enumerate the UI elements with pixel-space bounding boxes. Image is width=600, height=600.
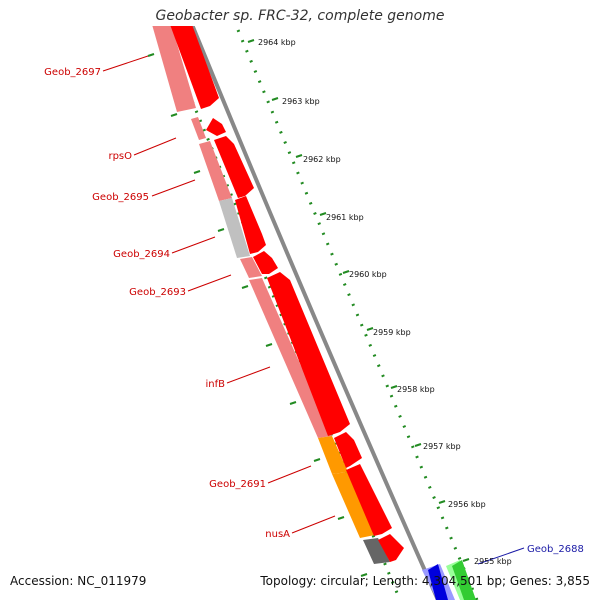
gene-label-nusa: nusA	[265, 529, 290, 540]
gene-label-geob-2688: Geob_2688	[527, 544, 584, 555]
kbp-label: 2961 kbp	[326, 213, 364, 222]
gene-arrow-geob-2691-b	[346, 464, 392, 536]
kbp-label: 2960 kbp	[349, 270, 387, 279]
major-ticks	[147, 53, 368, 577]
gene-arrow-geob-2688-blue	[428, 564, 448, 600]
outer-major-ticks	[247, 39, 470, 562]
gene-label-infb: infB	[206, 379, 226, 390]
kbp-label: 2958 kbp	[397, 385, 435, 394]
gene-arrow-geob-2693	[253, 251, 278, 274]
gene-label-geob-2691: Geob_2691	[209, 479, 266, 490]
kbp-label: 2957 kbp	[423, 442, 461, 451]
gene-label-geob-2695: Geob_2695	[92, 192, 149, 203]
gene-label-rpso: rpsO	[108, 151, 132, 162]
map-title: Geobacter sp. FRC-32, complete genome	[155, 8, 445, 24]
track-segment	[219, 198, 250, 258]
gene-arrow-nusa	[378, 534, 404, 562]
gene-arrow-geob-2697	[170, 26, 219, 109]
leader-line-geob-2688	[477, 547, 525, 565]
bold-gene-track	[170, 26, 476, 600]
kbp-label: 2956 kbp	[448, 500, 486, 509]
outer-tick-ring	[236, 29, 479, 600]
gene-arrow-geob-2695	[214, 136, 254, 198]
track-segment	[191, 117, 206, 140]
track-segment	[318, 436, 348, 474]
track-segment	[199, 141, 232, 201]
gene-arrow-rpso	[206, 118, 226, 136]
gene-arrow-infb	[267, 272, 350, 436]
kbp-label: 2964 kbp	[258, 38, 296, 47]
gene-arrow-geob-2691-a	[334, 432, 362, 468]
gene-arrow-green	[452, 560, 476, 600]
kbp-label: 2962 kbp	[303, 155, 341, 164]
gene-arrow-geob-2694	[235, 196, 266, 254]
track-segment	[332, 472, 375, 538]
track-segment	[152, 26, 196, 112]
gene-label-geob-2694: Geob_2694	[113, 249, 170, 260]
kbp-label: 2955 kbp	[474, 557, 512, 566]
kbp-label: 2963 kbp	[282, 97, 320, 106]
accession-text: Accession: NC_011979	[10, 574, 147, 588]
kbp-label: 2959 kbp	[373, 328, 411, 337]
track-segment	[240, 257, 262, 278]
track-segment	[363, 538, 390, 564]
gene-label-geob-2697: Geob_2697	[44, 67, 101, 78]
leader-lines	[102, 55, 336, 534]
backbone-ring	[190, 26, 440, 600]
genome-summary-text: Topology: circular; Length: 4,304,501 bp…	[260, 574, 590, 588]
gene-label-geob-2693: Geob_2693	[129, 287, 186, 298]
track-segment	[249, 278, 332, 438]
